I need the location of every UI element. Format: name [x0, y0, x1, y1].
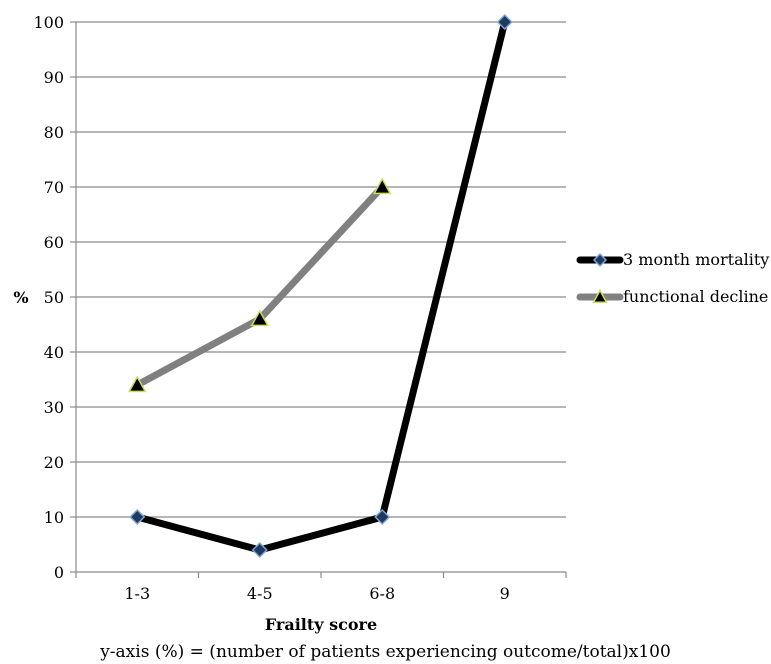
x-tick-label: 1-3 [124, 584, 150, 603]
point-functional-decline [250, 309, 270, 327]
y-tick-label: 40 [44, 343, 64, 362]
y-tick-label: 50 [44, 288, 64, 307]
footnote: y-axis (%) = (number of patients experie… [100, 642, 671, 662]
x-tick-label: 9 [500, 584, 510, 603]
legend: 3 month mortality functional decline [576, 250, 769, 306]
legend-marker-functional-decline [592, 288, 608, 303]
point-functional-decline [127, 375, 147, 393]
legend-label-functional-decline: functional decline [623, 287, 768, 306]
point-3-month-mortality [496, 13, 513, 31]
y-tick-label: 70 [44, 178, 64, 197]
gridlines [76, 21, 566, 518]
y-tick-label: 80 [44, 123, 64, 142]
point-3-month-mortality [374, 508, 391, 526]
axes [70, 21, 567, 578]
point-functional-decline [372, 177, 392, 195]
series-markers [127, 13, 513, 559]
y-tick-label: 30 [44, 398, 64, 417]
x-tick-labels: 1-3 4-5 6-8 9 [124, 584, 509, 603]
legend-marker-3-month-mortality [592, 252, 608, 268]
y-tick-label: 60 [44, 233, 64, 252]
x-tick-label: 6-8 [369, 584, 395, 603]
legend-label-3-month-mortality: 3 month mortality [623, 250, 769, 269]
y-tick-labels: 0 10 20 30 40 50 60 70 80 90 100 [33, 13, 64, 582]
line-chart: 0 10 20 30 40 50 60 70 80 90 100 1-3 4-5 6-8 9 % Frai… [13, 13, 769, 634]
x-tick-label: 4-5 [247, 584, 273, 603]
y-tick-label: 90 [44, 68, 64, 87]
series-lines [133, 18, 509, 554]
series-line-functional-decline [133, 183, 386, 389]
series-line-3-month-mortality [133, 18, 509, 554]
x-axis-label: Frailty score [265, 615, 377, 634]
point-3-month-mortality [251, 541, 268, 559]
y-tick-label: 0 [54, 563, 64, 582]
y-tick-label: 20 [44, 453, 64, 472]
point-3-month-mortality [129, 508, 146, 526]
y-axis-label: % [13, 288, 28, 307]
y-tick-label: 10 [44, 508, 64, 527]
y-tick-label: 100 [33, 13, 64, 32]
